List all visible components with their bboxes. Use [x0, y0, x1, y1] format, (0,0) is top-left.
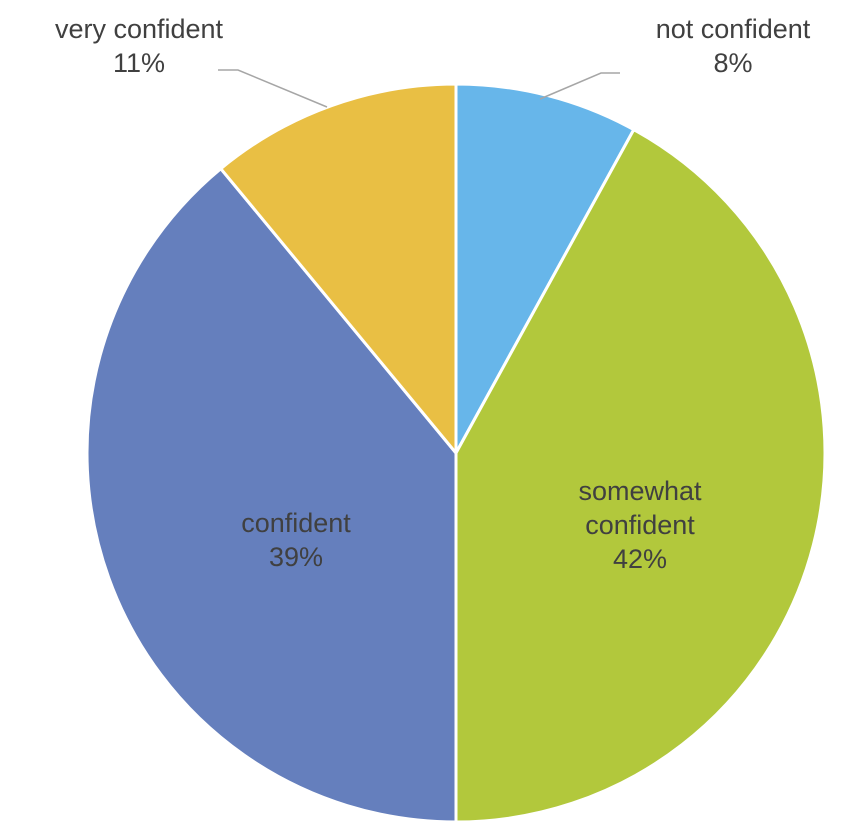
leader-line-very-confident — [218, 69, 328, 108]
slice-name-label-not-confident: not confident — [656, 14, 811, 44]
pie-slice-confident — [85, 166, 458, 821]
slice-label-somewhat-confident: somewhat confident 42% — [578, 476, 702, 574]
pie-slices — [85, 82, 827, 821]
slice-labels: not confident 8% somewhat confident 42% confi… — [55, 14, 811, 574]
slice-name-label-somewhat-confident: somewhat — [578, 476, 702, 506]
slice-name-label-somewhat-confident: confident — [585, 510, 695, 540]
slice-label-not-confident: not confident 8% — [656, 14, 811, 78]
leader-line-not-confident — [539, 72, 620, 100]
slice-name-label-very-confident: very confident — [55, 14, 224, 44]
leader-lines — [218, 69, 620, 108]
slice-value-label-not-confident: 8% — [713, 48, 752, 78]
slice-value-label-somewhat-confident: 42% — [613, 544, 667, 574]
slice-name-label-confident: confident — [241, 508, 351, 538]
slice-label-confident: confident 39% — [241, 508, 351, 572]
slice-value-label-confident: 39% — [269, 542, 323, 572]
slice-label-very-confident: very confident 11% — [55, 14, 224, 78]
slice-value-label-very-confident: 11% — [113, 48, 165, 78]
pie-slice-very-confident — [218, 82, 458, 458]
pie-slice-somewhat-confident — [454, 127, 827, 821]
